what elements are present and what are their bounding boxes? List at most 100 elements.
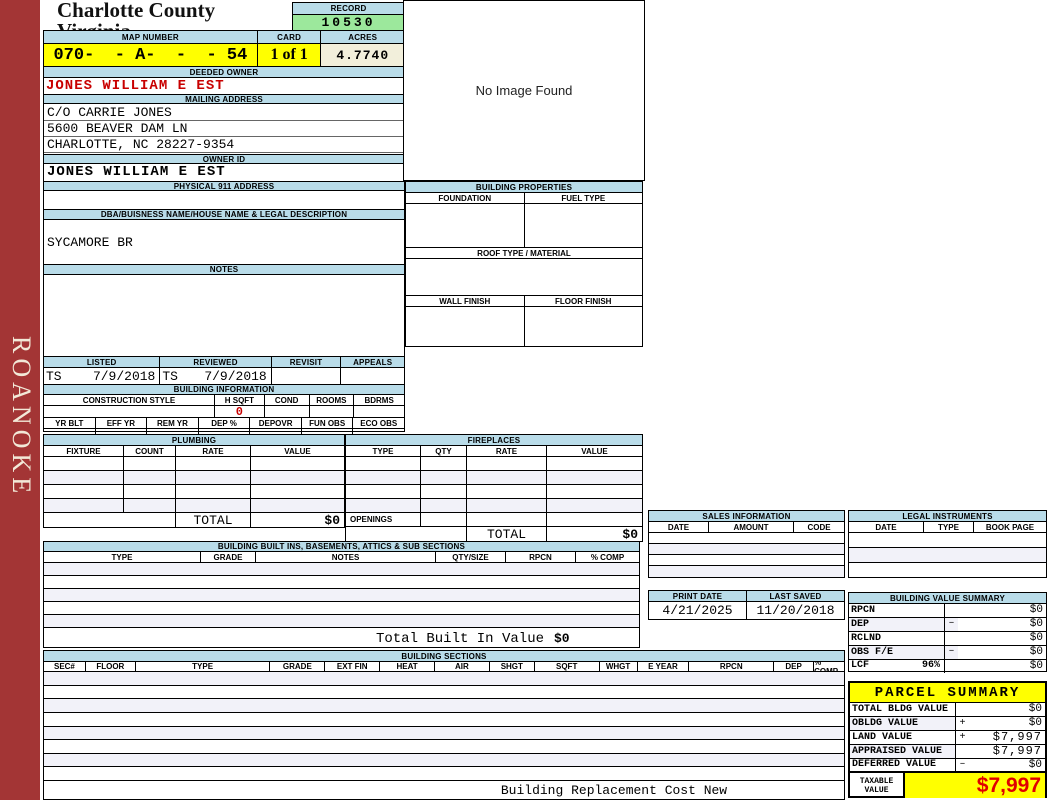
column-header: BOOK PAGE bbox=[985, 522, 1035, 532]
record-value[interactable]: 10530 bbox=[293, 15, 404, 30]
legal-header: DATE TYPE BOOK PAGE bbox=[849, 522, 1046, 533]
parcel-summary-title: PARCEL SUMMARY bbox=[850, 683, 1045, 703]
table-row[interactable] bbox=[44, 713, 844, 727]
building-info-header2: YR BLT EFF YR REM YR DEP % DEPOVR FUN OB… bbox=[44, 418, 404, 429]
floor-finish-label: FLOOR FINISH bbox=[555, 296, 612, 306]
bdrms-field[interactable] bbox=[354, 406, 404, 417]
table-row[interactable] bbox=[649, 533, 844, 544]
cond-field[interactable] bbox=[265, 406, 310, 417]
fireplaces-total-row: TOTAL $0 bbox=[346, 527, 642, 542]
table-row[interactable] bbox=[649, 544, 844, 555]
table-row[interactable] bbox=[346, 499, 642, 513]
h-sqft-field[interactable]: 0 bbox=[215, 406, 265, 417]
column-header: AMOUNT bbox=[709, 522, 794, 532]
table-row[interactable] bbox=[44, 499, 344, 513]
notes-field[interactable] bbox=[44, 275, 404, 356]
rooms-field[interactable] bbox=[310, 406, 355, 417]
bdrms-label: BDRMS bbox=[364, 395, 394, 405]
deeded-owner-value[interactable]: JONES WILLIAM E EST bbox=[46, 78, 225, 94]
table-row[interactable] bbox=[44, 471, 344, 485]
acres-value[interactable]: 4.7740 bbox=[321, 44, 404, 66]
taxable-value-row: TAXABLE VALUE $7,997 bbox=[850, 773, 1045, 798]
map-number-value[interactable]: 070- - A- - - 54 bbox=[44, 44, 258, 66]
column-header: E YEAR bbox=[638, 662, 690, 671]
building-properties-band: BUILDING PROPERTIES bbox=[406, 182, 642, 193]
acres-label: ACRES bbox=[348, 32, 378, 42]
bvs-value: $0 bbox=[958, 646, 1046, 659]
rooms-label: ROOMS bbox=[310, 395, 355, 405]
taxable-label-line: TAXABLE bbox=[859, 776, 894, 786]
table-row[interactable] bbox=[44, 563, 639, 576]
record-label: RECORD bbox=[293, 3, 404, 15]
plumbing-total-row: TOTAL $0 bbox=[44, 513, 344, 528]
table-row[interactable] bbox=[44, 457, 344, 471]
table-row[interactable] bbox=[849, 548, 1046, 563]
appeals-field[interactable] bbox=[341, 368, 404, 384]
table-row[interactable] bbox=[849, 533, 1046, 548]
table-row[interactable] bbox=[649, 555, 844, 566]
dba-field[interactable]: SYCAMORE BR bbox=[47, 235, 133, 250]
revisit-field[interactable] bbox=[272, 368, 342, 384]
table-row[interactable] bbox=[346, 485, 642, 499]
roof-label: ROOF TYPE / MATERIAL bbox=[406, 248, 642, 259]
fireplaces-header: TYPE QTY RATE VALUE bbox=[346, 446, 642, 457]
parcel-op: + bbox=[959, 718, 966, 729]
yr-blt-label: YR BLT bbox=[44, 418, 96, 428]
building-value-summary: BUILDING VALUE SUMMARY RPCN $0 DEP – $0 … bbox=[848, 592, 1047, 673]
rem-yr-label: REM YR bbox=[147, 418, 199, 428]
table-row[interactable] bbox=[849, 563, 1046, 577]
parcel-label: DEFERRED VALUE bbox=[850, 759, 956, 771]
building-sections-table: BUILDING SECTIONS SEC# FLOOR TYPE GRADE … bbox=[43, 650, 845, 800]
construction-style-field[interactable] bbox=[44, 406, 216, 417]
print-date-value: 4/21/2025 bbox=[649, 602, 747, 619]
physical-address-field[interactable] bbox=[44, 191, 404, 209]
review-header-row: LISTED REVIEWED REVISIT APPEALS bbox=[44, 356, 404, 368]
physical-address-band: PHYSICAL 911 ADDRESS bbox=[44, 181, 404, 191]
column-header: EXT FIN bbox=[325, 662, 381, 671]
table-row[interactable] bbox=[346, 457, 642, 471]
table-row[interactable] bbox=[44, 589, 639, 602]
table-row[interactable] bbox=[346, 471, 642, 485]
foundation-label: FOUNDATION bbox=[406, 193, 525, 203]
table-row[interactable] bbox=[44, 672, 844, 686]
table-row[interactable] bbox=[649, 566, 844, 577]
bvs-value: $0 bbox=[958, 618, 1046, 631]
bvs-op: – bbox=[944, 646, 958, 659]
foundation-field[interactable] bbox=[406, 204, 525, 247]
table-row[interactable] bbox=[44, 740, 844, 754]
roof-field[interactable] bbox=[406, 259, 642, 296]
column-header: RPCN bbox=[506, 552, 576, 562]
table-row[interactable] bbox=[44, 686, 844, 700]
building-replacement-footer: Building Replacement Cost New bbox=[500, 783, 728, 798]
card-value[interactable]: 1 of 1 bbox=[257, 44, 322, 66]
table-row[interactable] bbox=[44, 615, 639, 628]
table-row[interactable] bbox=[44, 699, 844, 713]
table-row[interactable] bbox=[44, 602, 639, 615]
wall-floor-fields bbox=[406, 307, 642, 346]
bvs-label: LCF bbox=[851, 660, 870, 671]
sidebar: ROANOKE bbox=[0, 0, 40, 800]
wall-finish-field[interactable] bbox=[406, 307, 525, 346]
bvs-label: DEP bbox=[851, 619, 870, 630]
table-row[interactable] bbox=[44, 767, 844, 781]
floor-finish-field[interactable] bbox=[525, 307, 643, 346]
fireplaces-table: FIREPLACES TYPE QTY RATE VALUE OPENINGS … bbox=[345, 434, 643, 542]
table-row[interactable] bbox=[44, 726, 844, 741]
reviewed-field[interactable]: TS 7/9/2018 bbox=[160, 368, 272, 384]
sales-band: SALES INFORMATION bbox=[649, 511, 844, 522]
fireplaces-openings-row[interactable]: OPENINGS bbox=[346, 513, 642, 527]
owner-id-value[interactable]: JONES WILLIAM E EST bbox=[47, 164, 226, 180]
built-ins-band: BUILDING BUILT INS, BASEMENTS, ATTICS & … bbox=[44, 542, 639, 552]
fuel-type-field[interactable] bbox=[525, 204, 643, 247]
cond-label: COND bbox=[265, 395, 310, 405]
mailing-address-field[interactable]: C/O CARRIE JONES 5600 BEAVER DAM LN CHAR… bbox=[44, 104, 404, 154]
fireplaces-band: FIREPLACES bbox=[346, 435, 642, 446]
table-row[interactable] bbox=[44, 753, 844, 768]
listed-field[interactable]: TS 7/9/2018 bbox=[44, 368, 161, 384]
bvs-op bbox=[944, 604, 958, 617]
column-header: NOTES bbox=[256, 552, 436, 562]
column-header: WHGT bbox=[600, 662, 638, 671]
bvs-detail: 96% bbox=[921, 660, 940, 671]
table-row[interactable] bbox=[44, 576, 639, 589]
table-row[interactable] bbox=[44, 485, 344, 499]
